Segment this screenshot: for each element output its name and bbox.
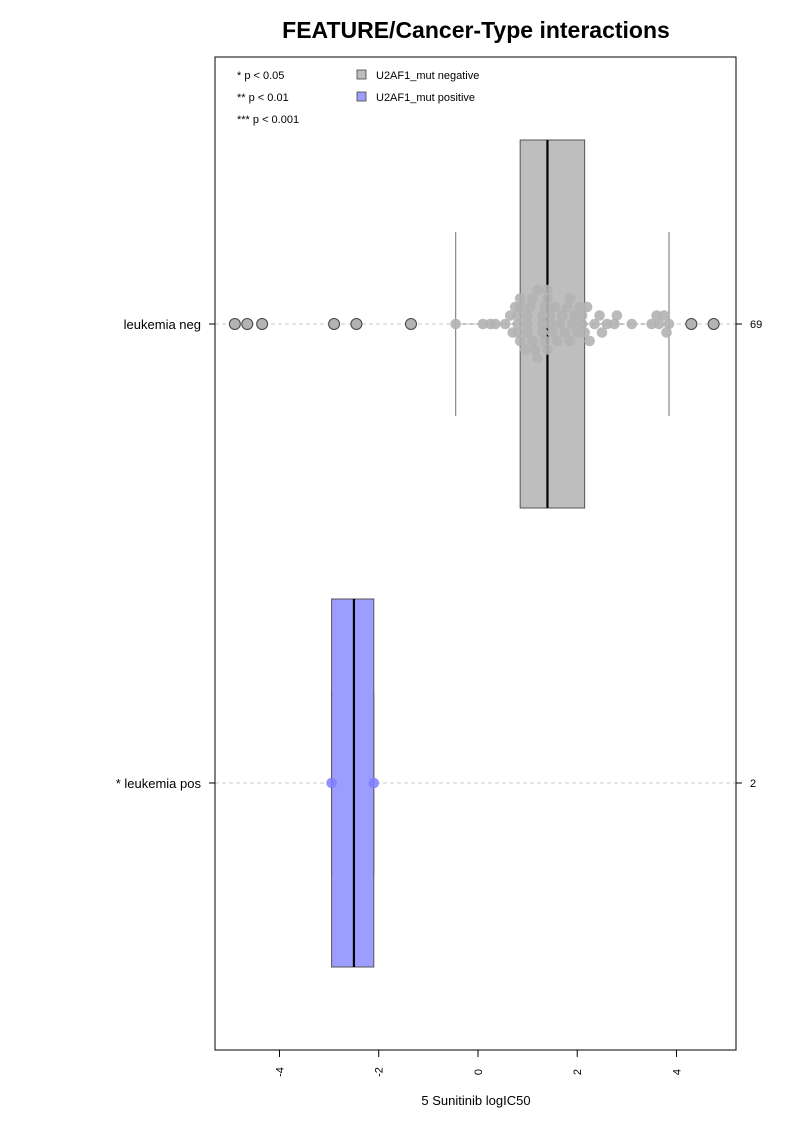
data-point [490, 318, 501, 330]
grid-lines [215, 323, 736, 784]
legend-swatch [356, 69, 367, 80]
data-point [564, 335, 576, 347]
data-point [658, 310, 670, 321]
outlier-point [707, 318, 720, 330]
data-point [663, 318, 675, 330]
data-point [661, 327, 672, 338]
significance-legend-entry: * p < 0.05 [237, 70, 284, 82]
data-point [368, 777, 380, 789]
data-point [611, 310, 623, 321]
group-label: leukemia neg [124, 317, 201, 332]
data-point [522, 310, 533, 321]
legend: * p < 0.05 ** p < 0.01 *** p < 0.001 U2AF1_… [237, 69, 479, 126]
data-point [527, 335, 538, 347]
data-point [651, 310, 662, 321]
data-point [326, 777, 337, 789]
data-point [576, 310, 588, 321]
data-point [504, 310, 516, 321]
significance-legend-entry: *** p < 0.001 [237, 114, 299, 126]
data-point [542, 284, 553, 296]
data-point [561, 301, 573, 313]
data-point [544, 310, 556, 321]
data-point [584, 335, 595, 347]
data-point [559, 327, 571, 338]
data-point [514, 293, 526, 304]
x-tick-label: 4 [671, 1069, 683, 1075]
legend-swatch [356, 91, 367, 102]
x-tick-label: -4 [275, 1067, 287, 1077]
data-point [547, 327, 558, 338]
data-point [574, 301, 585, 313]
legend-label: U2AF1_mut negative [376, 70, 479, 82]
data-point [542, 344, 553, 355]
group-count: 2 [750, 778, 756, 790]
data-point [450, 318, 461, 330]
data-point [609, 318, 620, 330]
data-point [554, 318, 566, 330]
legend-label: U2AF1_mut positive [376, 92, 475, 104]
data-point [529, 344, 541, 355]
boxes [331, 139, 670, 968]
data-point [557, 310, 568, 321]
data-point [512, 318, 523, 330]
box-1 [331, 598, 375, 968]
outlier-point [241, 318, 254, 330]
outlier-point [256, 318, 269, 330]
data-points [228, 284, 720, 789]
data-point [653, 318, 665, 330]
data-point [537, 318, 548, 330]
group-label: * leukemia pos [116, 776, 202, 791]
outlier-point [228, 318, 241, 330]
data-point [514, 301, 526, 313]
chart-title: FEATURE/Cancer-Type interactions [282, 17, 670, 43]
data-point [539, 301, 551, 313]
data-point [527, 293, 538, 304]
data-point [569, 310, 581, 321]
data-point [539, 335, 551, 347]
plot-frame [214, 56, 737, 1051]
data-point [522, 327, 533, 338]
data-point [549, 301, 561, 313]
group-labels: leukemia neg 69 * leukemia pos 2 [116, 317, 763, 791]
data-point [524, 301, 536, 313]
data-point [626, 318, 638, 330]
data-point [589, 318, 600, 330]
data-point [537, 310, 548, 321]
outlier-point [328, 318, 341, 330]
x-tick-label: -2 [374, 1067, 386, 1077]
data-point [544, 318, 556, 330]
outlier-point [404, 318, 417, 330]
data-point [576, 318, 588, 330]
data-point [532, 352, 543, 364]
data-point [514, 335, 526, 347]
significance-legend-entry: ** p < 0.01 [237, 92, 289, 104]
group-count: 69 [750, 319, 762, 331]
x-axis: -4 -2 0 2 4 [275, 1050, 683, 1077]
outlier-point [685, 318, 698, 330]
data-point [646, 318, 657, 330]
data-point [581, 301, 593, 313]
data-point [564, 293, 576, 304]
x-tick-label: 2 [572, 1069, 584, 1075]
data-point [532, 284, 543, 296]
data-point [499, 318, 511, 330]
data-point [512, 310, 523, 321]
data-point [519, 344, 531, 355]
data-point [542, 293, 553, 304]
data-point [571, 327, 583, 338]
data-point [537, 327, 548, 338]
data-point [594, 310, 605, 321]
data-point [512, 327, 523, 338]
data-point [552, 335, 563, 347]
data-point [579, 327, 590, 338]
x-axis-label: 5 Sunitinib logIC50 [421, 1093, 530, 1108]
data-point [601, 318, 613, 330]
data-point [522, 318, 533, 330]
data-point [596, 327, 608, 338]
data-point [566, 318, 578, 330]
outlier-point [350, 318, 363, 330]
x-tick-label: 0 [473, 1069, 485, 1075]
data-point [477, 318, 489, 330]
